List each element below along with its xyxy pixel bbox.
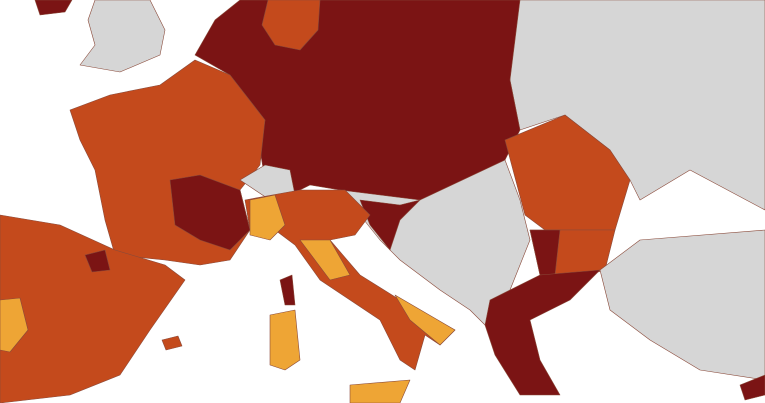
region-balearics — [161, 335, 183, 351]
region-croatia — [359, 199, 421, 251]
region-france-southeast — [169, 174, 251, 251]
region-corsica — [279, 274, 296, 306]
region-germany-north — [261, 0, 321, 51]
region-spain-inner — [84, 249, 111, 273]
region-sardinia — [269, 309, 301, 371]
region-madrid — [0, 297, 29, 353]
region-liguria — [249, 194, 286, 241]
region-uk — [79, 0, 166, 73]
region-spain — [0, 214, 186, 403]
region-greece — [484, 269, 601, 396]
region-cyprus — [739, 374, 765, 401]
region-turkey — [599, 229, 765, 381]
region-ireland — [34, 0, 73, 16]
region-italy-central — [299, 239, 351, 281]
region-puglia — [394, 294, 456, 346]
region-sicily — [349, 379, 411, 403]
